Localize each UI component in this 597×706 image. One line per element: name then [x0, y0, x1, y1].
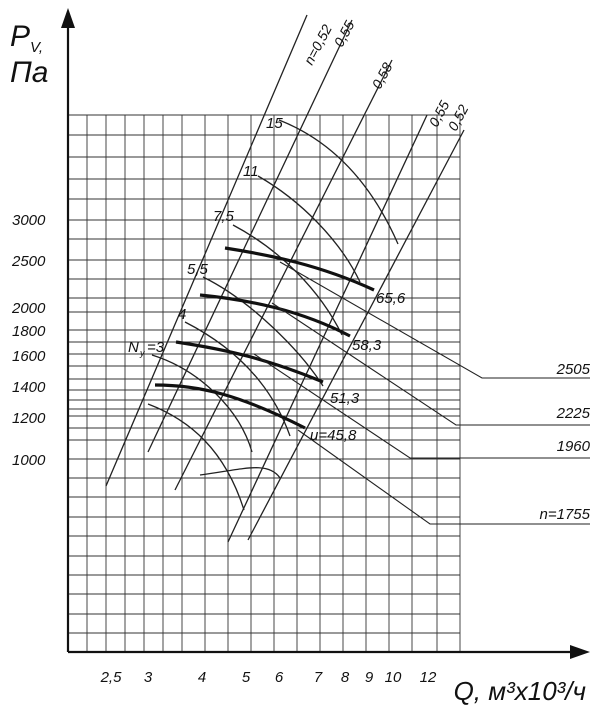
speed-leader-line	[271, 302, 590, 426]
y-tick-label: 1800	[12, 323, 46, 340]
efficiency-line	[147, 19, 353, 453]
y-tick-label: 2000	[11, 300, 46, 317]
power-curve	[147, 403, 245, 511]
x-tick-label: 2,5	[100, 669, 123, 686]
y-tick-label: 3000	[12, 212, 46, 229]
speed-label-2505: 2505	[556, 361, 591, 378]
y-tick-label: 2500	[11, 253, 46, 270]
y-tick-label: 1200	[12, 410, 46, 427]
u-label-1960: 51,3	[330, 390, 360, 407]
x-tick-label: 10	[385, 669, 402, 686]
power-label-15: 15	[266, 115, 283, 132]
y-tick-label: 1400	[12, 379, 46, 396]
u-label-2225: 58,3	[352, 337, 382, 354]
speed-curve	[224, 246, 375, 292]
x-tick-label: 5	[242, 669, 251, 686]
x-axis-arrow	[570, 645, 590, 659]
power-label-5-5: 5,5	[187, 261, 209, 278]
power-label-n: N	[128, 339, 139, 356]
y-tick-label: 1000	[12, 452, 46, 469]
u-label-1755: u=45,8	[310, 427, 357, 444]
power-curve	[202, 276, 324, 387]
x-tick-label: 3	[144, 669, 153, 686]
y-axis-label: P	[10, 20, 30, 53]
eff-label-055-left: 0,55	[331, 18, 358, 50]
x-tick-label: 4	[198, 669, 206, 686]
efficiency-line	[227, 114, 428, 543]
power-label-n-sub: y	[139, 348, 145, 358]
x-tick-label: 6	[275, 669, 284, 686]
grid	[67, 22, 461, 653]
efficiency-line	[247, 129, 465, 541]
y-axis-label-sub: V,	[30, 39, 43, 56]
speed-curve	[154, 383, 306, 430]
speed-label-1960: 1960	[557, 438, 591, 455]
x-axis-label: Q, м³х10³/ч	[454, 676, 586, 706]
x-tick-label: 7	[314, 669, 323, 686]
power-label-7-5: 7,5	[213, 208, 235, 225]
y-tick-label: 1600	[12, 348, 46, 365]
power-curve	[278, 119, 399, 245]
power-curve	[257, 175, 361, 283]
speed-leader-line	[253, 353, 590, 459]
power-label-3: =3	[147, 339, 165, 356]
power-curve	[199, 467, 281, 479]
efficiency-line	[105, 14, 308, 487]
efficiency-lines	[105, 14, 465, 543]
speed-label-2225: 2225	[556, 405, 591, 422]
eff-label-058: 0,58	[369, 60, 396, 92]
power-label-4: 4	[178, 306, 186, 323]
speed-curve	[175, 340, 324, 384]
speed-leader-line	[297, 429, 590, 525]
power-label-11: 11	[243, 163, 259, 180]
x-tick-label: 9	[365, 669, 374, 686]
speed-label-1755: n=1755	[540, 506, 591, 523]
efficiency-line	[174, 59, 393, 491]
speed-curve	[199, 293, 351, 338]
u-label-2505: 65,6	[376, 290, 406, 307]
leader-lines	[253, 261, 590, 525]
x-tick-label: 8	[341, 669, 350, 686]
eff-label-n052-left: n=0,52	[301, 22, 336, 68]
y-axis-arrow	[61, 8, 75, 28]
y-tick-labels: 1000 1200 1400 1600 1800 2000 2500 3000	[11, 212, 46, 469]
y-axis-unit: Па	[10, 56, 48, 89]
speed-curves	[154, 246, 375, 430]
x-tick-labels: 2,5 3 4 5 6 7 8 9 10 12	[100, 669, 437, 686]
power-curve	[232, 224, 343, 336]
speed-leader-line	[279, 261, 590, 379]
x-tick-label: 12	[420, 669, 437, 686]
